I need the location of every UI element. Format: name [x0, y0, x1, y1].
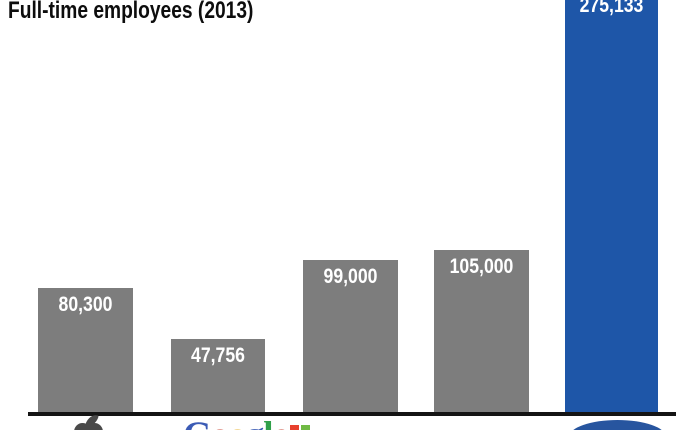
bar-samsung-highlighted: 275,133 — [565, 0, 658, 412]
bar-apple: 80,300 — [38, 288, 133, 412]
samsung-ellipse-shape — [569, 420, 666, 430]
apple-body-shape — [74, 423, 91, 430]
bar-value-label-samsung: 275,133 — [579, 0, 644, 17]
google-letter: o — [228, 415, 246, 430]
chart-title: Full-time employees (2013) — [8, 0, 254, 24]
apple-body-shape — [86, 423, 103, 430]
google-letter: l — [263, 415, 273, 430]
microsoft-square-green — [301, 425, 310, 430]
x-axis-line — [28, 412, 676, 416]
samsung-logo-icon — [569, 420, 666, 430]
bar-value-label-fourth-company: 105,000 — [449, 255, 514, 278]
google-letter: g — [246, 415, 264, 430]
bar-fourth-company: 105,000 — [434, 250, 529, 412]
google-letter: G — [183, 415, 212, 430]
microsoft-logo-icon — [290, 425, 312, 430]
bar-google: 47,756 — [171, 339, 265, 412]
bar-value-label-google: 47,756 — [191, 344, 245, 367]
google-letter: e — [273, 415, 289, 430]
bar-microsoft: 99,000 — [303, 260, 398, 412]
bar-value-label-microsoft: 99,000 — [323, 265, 378, 288]
google-letter: o — [211, 415, 229, 430]
apple-logo-icon — [74, 412, 104, 430]
microsoft-square-red — [290, 425, 299, 430]
google-logo-icon: Google — [183, 415, 289, 430]
bar-value-label-apple: 80,300 — [58, 293, 113, 316]
